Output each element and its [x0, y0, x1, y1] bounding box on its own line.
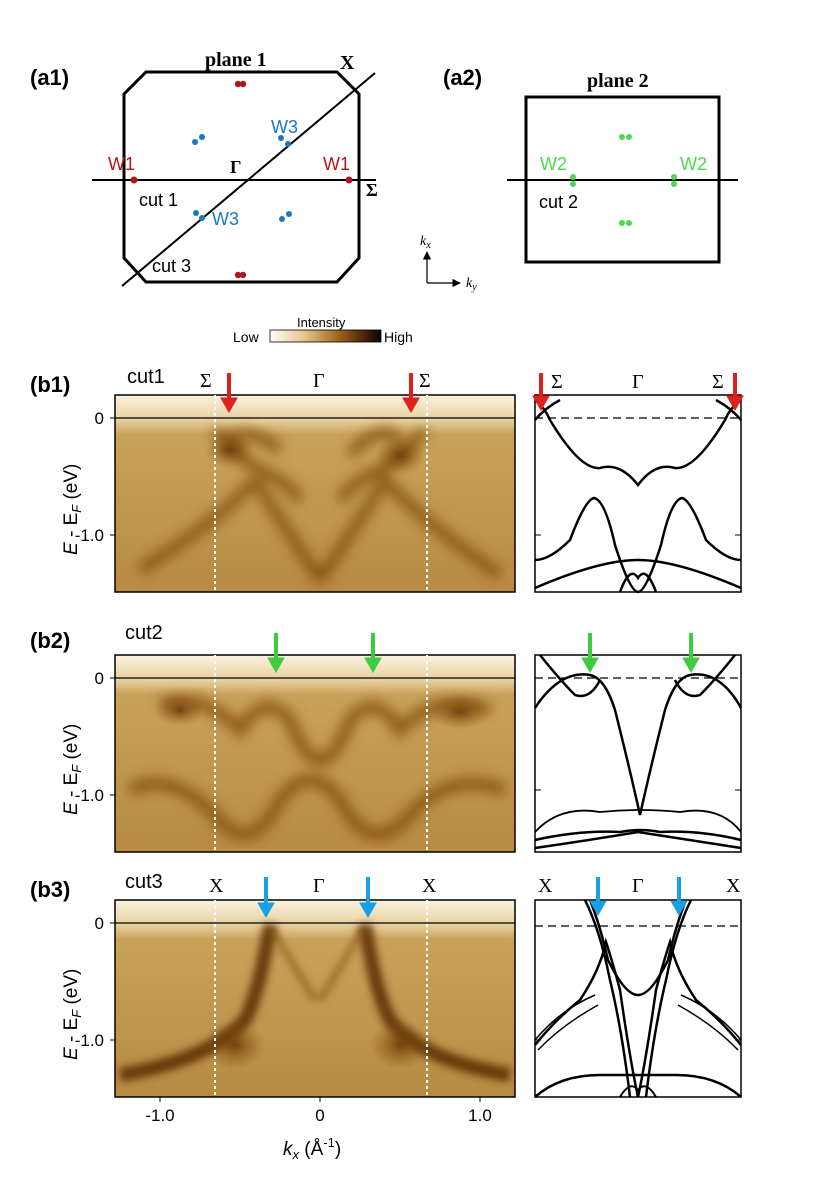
b3-ylabel: E - EF (eV) [61, 969, 84, 1060]
b3-ytick-0: 0 [95, 914, 104, 933]
w1-left-label: W1 [108, 154, 135, 174]
cut1-label: cut 1 [139, 190, 178, 210]
w3-top-label: W3 [271, 117, 298, 137]
panel-label-b2: (b2) [30, 628, 70, 653]
w1-points [130, 80, 353, 279]
panel-label-b3: (b3) [30, 877, 70, 902]
colorbar-low: Low [233, 329, 260, 345]
svg-text:kx: kx [420, 234, 431, 251]
panel-label-a1: (a1) [30, 65, 69, 90]
cut3-line [121, 72, 376, 287]
b3-x-right: X [422, 875, 437, 897]
svg-text:Σ: Σ [712, 371, 724, 393]
svg-text:ky: ky [466, 276, 477, 293]
w3-bottom-label: W3 [212, 209, 239, 229]
svg-text:Σ: Σ [551, 371, 563, 393]
b2-ylabel: E - EF (eV) [61, 724, 84, 815]
colorbar-high: High [384, 329, 413, 345]
colorbar [269, 329, 382, 343]
svg-text:X: X [726, 875, 741, 897]
svg-text:E - EF (eV): E - EF (eV) [61, 464, 84, 555]
cut2-title: cut2 [125, 622, 163, 644]
b2-ytick-1: -1.0 [75, 786, 104, 805]
w2-points [570, 134, 677, 226]
b2-ytick-0: 0 [95, 669, 104, 688]
colorbar-title: Intensity [297, 315, 346, 330]
svg-text:E - EF (eV): E - EF (eV) [61, 969, 84, 1060]
b1-arpes-image [115, 395, 515, 592]
b1-calc-arrows [532, 373, 744, 412]
b3-calculation: X Γ X [534, 875, 742, 1098]
b3-ytick-1: -1.0 [75, 1031, 104, 1050]
b1-ytick-1: -1.0 [75, 526, 104, 545]
cut3-label: cut 3 [152, 256, 191, 276]
svg-text:-1.0: -1.0 [145, 1106, 174, 1125]
b1-arrows [220, 373, 420, 414]
x-ticks: -1.0 0 1.0 [145, 1097, 492, 1125]
cut3-title: cut3 [125, 871, 163, 893]
panel-label-b1: (b1) [30, 372, 70, 397]
svg-text:1.0: 1.0 [468, 1106, 492, 1125]
cut2-label: cut 2 [539, 192, 578, 212]
b1-ytick-0: 0 [95, 409, 104, 428]
b1-calculation: Σ Γ Σ [534, 371, 742, 594]
plane1-sigma-label: Σ [366, 180, 378, 200]
b1-frame [114, 394, 516, 593]
plane1-brillouin-zone [122, 70, 361, 284]
svg-text:Γ: Γ [632, 371, 644, 393]
plane1-x-label: X [340, 52, 355, 74]
svg-text:Γ: Γ [632, 875, 644, 897]
b3-calc-arrows [589, 877, 688, 917]
w2-right-label: W2 [680, 154, 707, 174]
b2-calculation [533, 654, 743, 853]
svg-text:0: 0 [315, 1106, 324, 1125]
plane1-title: plane 1 [205, 49, 267, 71]
plane1-gamma-label: Γ [230, 157, 241, 177]
b2-arrows [267, 633, 382, 674]
panel-label-a2: (a2) [443, 65, 482, 90]
b1-sigma-right: Σ [419, 370, 431, 392]
w2-left-label: W2 [540, 154, 567, 174]
b1-gamma: Γ [313, 370, 325, 392]
svg-text:E - EF (eV): E - EF (eV) [61, 724, 84, 815]
b3-arpes-image [115, 900, 515, 1097]
plane2-title: plane 2 [587, 70, 649, 92]
svg-text:X: X [538, 875, 553, 897]
k-axes-inset: kx ky [420, 234, 477, 293]
b2-calc-arrows [581, 633, 700, 674]
b1-sigma-left: Σ [200, 370, 212, 392]
b3-arrows [257, 877, 377, 919]
b1-ylabel: E - EF (eV) [61, 464, 84, 555]
w1-right-label: W1 [323, 154, 350, 174]
b3-x-left: X [209, 875, 224, 897]
b3-frame [114, 899, 516, 1098]
b2-arpes-image [115, 655, 515, 852]
b2-frame [114, 654, 516, 853]
cut1-title: cut1 [127, 366, 165, 388]
w3-points [192, 134, 292, 222]
x-axis-label: kx (Å-1) [283, 1135, 341, 1162]
b3-gamma: Γ [313, 875, 325, 897]
